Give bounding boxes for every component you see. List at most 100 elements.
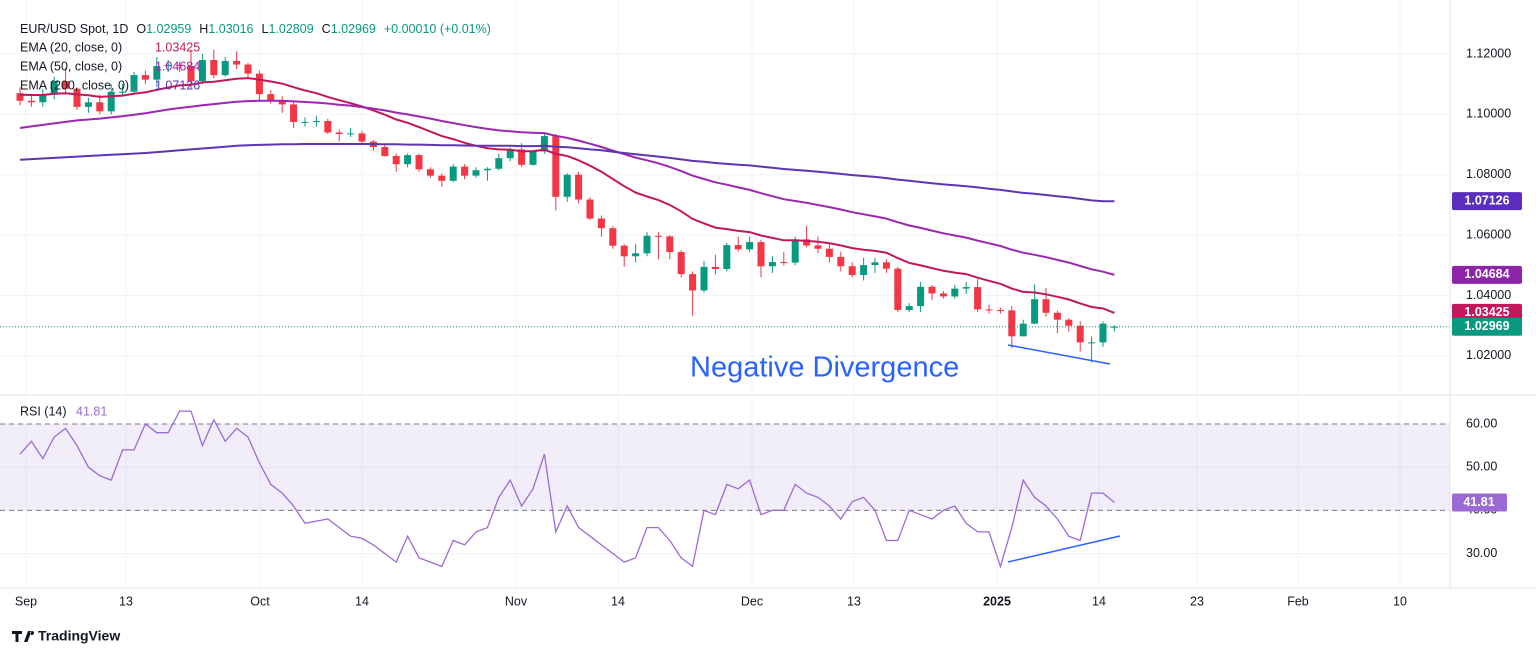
candle-body [814, 245, 822, 249]
candle-body [620, 245, 628, 257]
candle-body [746, 242, 754, 250]
candle-body [107, 91, 115, 112]
candle-body [426, 169, 434, 176]
candle-body [233, 60, 241, 65]
candle-body [825, 248, 833, 257]
y-tick-label: 1.10000 [1466, 107, 1511, 121]
candle-body [609, 228, 617, 246]
candle-body [597, 218, 605, 229]
candle-body [917, 286, 925, 307]
candle-body [278, 100, 286, 105]
candle-body [96, 102, 104, 112]
labels: Sep 13 Oct 14 Nov 14 Dec 13 2025 14 23 Feb 10 1.02000… [15, 22, 1522, 608]
candle-body [461, 166, 469, 176]
y-tick-label: 60.00 [1466, 416, 1497, 430]
candle-body [985, 309, 993, 311]
candle-body [347, 133, 355, 135]
y-tick-label: 1.02000 [1466, 348, 1511, 362]
candle-body [27, 100, 35, 103]
candle-body [894, 268, 902, 311]
candle-body [768, 262, 776, 267]
candle-body [198, 60, 206, 82]
ohlc-value: 1.02809 [268, 22, 313, 36]
candle-body [1099, 323, 1107, 343]
candle-body [176, 64, 184, 67]
candle-body [518, 149, 526, 165]
rsi-title: RSI (14) [20, 404, 67, 418]
candle-body [951, 288, 959, 297]
candle-body [16, 93, 24, 101]
candle-body [939, 293, 947, 297]
divergence-trendline [1007, 344, 1111, 365]
price-label: 1.07126 [1464, 193, 1509, 207]
candle-body [882, 262, 890, 269]
ohlc-key: H [199, 22, 208, 36]
candle-body [677, 252, 685, 275]
x-tick-label: 14 [611, 594, 625, 608]
candle-body [415, 155, 423, 170]
candle-body [905, 306, 913, 311]
candle-body [586, 199, 594, 219]
price-label-box [1452, 317, 1522, 336]
price-label: 1.04684 [1464, 267, 1509, 281]
x-tick-label: Sep [15, 594, 37, 608]
candle-body [711, 266, 719, 269]
legend-value: 1.03425 [155, 40, 200, 54]
candle-body [506, 149, 514, 159]
candle-body [700, 266, 708, 291]
ema-line [19, 143, 1115, 203]
candle-body [438, 175, 446, 181]
candle-body [449, 166, 457, 181]
annotation: Negative Divergence [690, 352, 959, 384]
y-tick-label: 50.00 [1466, 459, 1497, 473]
candle-body [928, 286, 936, 294]
candle-body [244, 64, 252, 74]
candle-body [301, 121, 309, 123]
candle-body [1042, 299, 1050, 313]
candle-body [381, 146, 389, 157]
change: +0.00010 (+0.01%) [384, 22, 491, 36]
candle-body [563, 174, 571, 197]
x-tick-label: 2025 [983, 594, 1011, 608]
candle-body [221, 60, 229, 76]
candle-body [392, 156, 400, 165]
candle-body [483, 168, 491, 171]
x-tick-label: 13 [847, 594, 861, 608]
candle-body [164, 64, 172, 67]
x-tick-label: 13 [119, 594, 133, 608]
candle-body [962, 287, 970, 289]
x-tick-label: Nov [505, 594, 528, 608]
ohlc-value: 1.02969 [331, 22, 376, 36]
brand: TradingView [38, 628, 120, 644]
ema-line [19, 99, 1115, 276]
candle-body [1065, 319, 1073, 326]
ohlc-value: 1.03016 [208, 22, 253, 36]
y-tick-label: 30.00 [1466, 546, 1497, 560]
candle-body [848, 266, 856, 276]
candle-body [290, 104, 298, 122]
candle-body [404, 155, 412, 165]
ohlc-key: O [136, 22, 146, 36]
candle-body [734, 245, 742, 250]
candle-body [575, 174, 583, 200]
price-label-box [1452, 192, 1522, 211]
candle-body [84, 102, 92, 107]
candle-body [654, 235, 662, 237]
candle-body [187, 66, 195, 82]
candle-body [1019, 323, 1027, 337]
candle-body [552, 136, 560, 197]
candle-body [324, 121, 332, 133]
candle-body [643, 235, 651, 254]
candle-body [312, 121, 320, 123]
rsi-label-box [1452, 493, 1507, 512]
rsi-label: 41.81 [1463, 495, 1494, 509]
candle-body [1088, 342, 1096, 344]
candle-body [780, 262, 788, 264]
ohlc-key: C [322, 22, 331, 36]
candle-body [871, 262, 879, 266]
candle-body [1076, 325, 1084, 343]
rsi-band [0, 424, 1450, 511]
y-tick-label: 1.06000 [1466, 227, 1511, 241]
candle-body [540, 136, 548, 152]
